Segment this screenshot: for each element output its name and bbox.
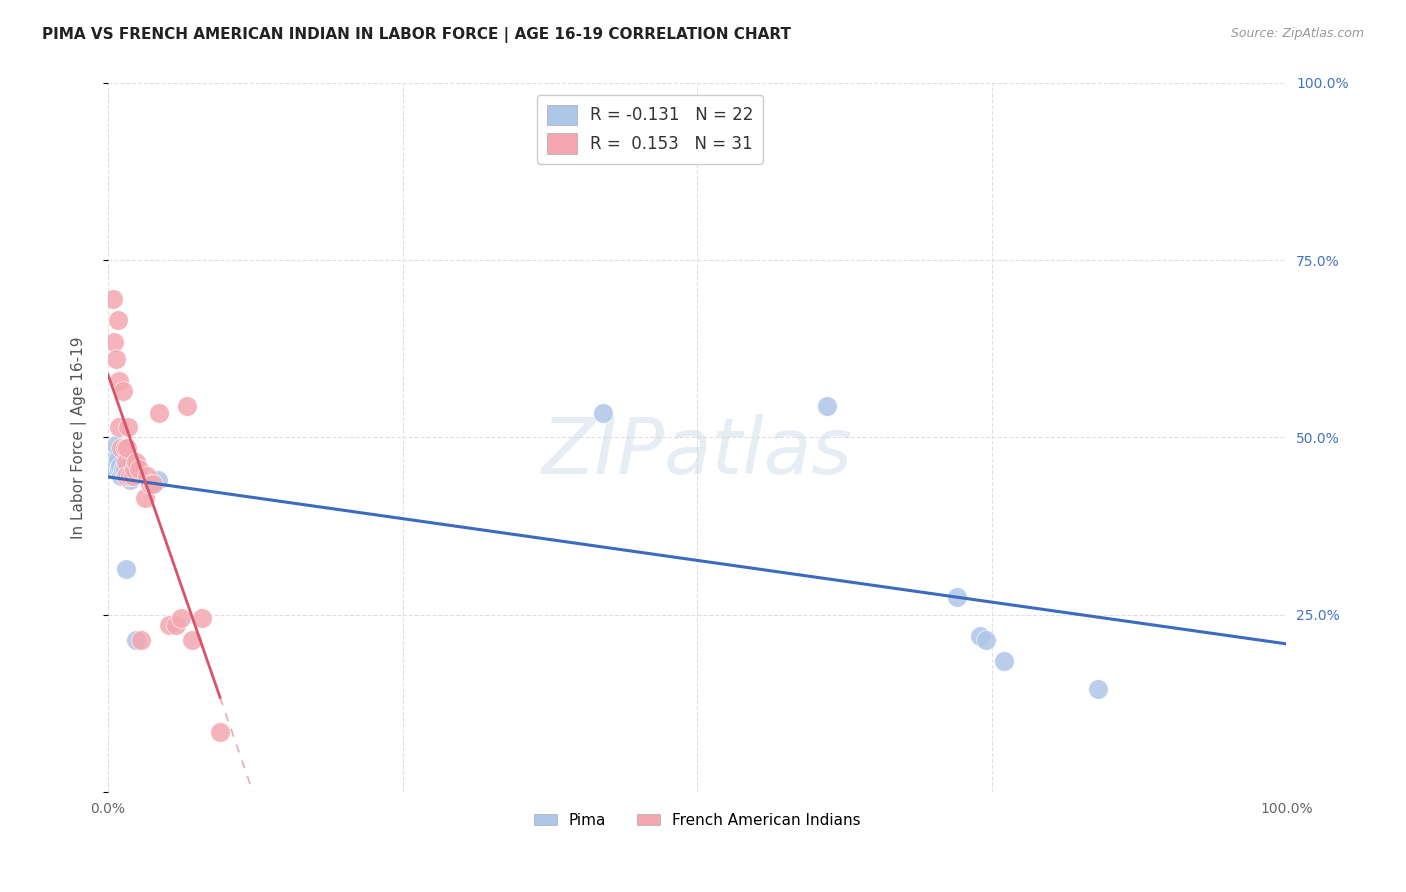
Point — [107, 451, 129, 466]
Point — [969, 629, 991, 643]
Point — [121, 469, 143, 483]
Y-axis label: In Labor Force | Age 16-19: In Labor Force | Age 16-19 — [72, 336, 87, 539]
Point — [112, 462, 135, 476]
Point — [117, 419, 139, 434]
Point — [128, 462, 150, 476]
Point — [157, 618, 180, 632]
Point — [112, 384, 135, 399]
Point — [136, 469, 159, 483]
Point — [125, 455, 148, 469]
Point — [114, 441, 136, 455]
Point — [105, 437, 128, 451]
Point — [191, 611, 214, 625]
Point — [1087, 682, 1109, 697]
Point — [134, 491, 156, 505]
Point — [115, 441, 138, 455]
Point — [176, 399, 198, 413]
Point — [974, 632, 997, 647]
Point — [122, 462, 145, 476]
Point — [114, 455, 136, 469]
Point — [592, 406, 614, 420]
Point — [108, 458, 131, 473]
Point — [139, 476, 162, 491]
Text: PIMA VS FRENCH AMERICAN INDIAN IN LABOR FORCE | AGE 16-19 CORRELATION CHART: PIMA VS FRENCH AMERICAN INDIAN IN LABOR … — [42, 27, 792, 43]
Point — [107, 419, 129, 434]
Point — [815, 399, 838, 413]
Point — [105, 352, 128, 367]
Point — [107, 313, 129, 327]
Point — [146, 473, 169, 487]
Point — [120, 469, 142, 483]
Point — [101, 292, 124, 306]
Point — [125, 632, 148, 647]
Point — [110, 441, 132, 455]
Point — [122, 462, 145, 476]
Point — [129, 632, 152, 647]
Point — [104, 451, 127, 466]
Point — [945, 590, 967, 604]
Point — [101, 462, 124, 476]
Point — [170, 611, 193, 625]
Point — [993, 654, 1015, 668]
Point — [107, 462, 129, 476]
Point — [110, 469, 132, 483]
Legend: Pima, French American Indians: Pima, French American Indians — [527, 806, 868, 834]
Point — [114, 561, 136, 575]
Point — [117, 469, 139, 483]
Point — [114, 462, 136, 476]
Point — [208, 724, 231, 739]
Text: Source: ZipAtlas.com: Source: ZipAtlas.com — [1230, 27, 1364, 40]
Point — [107, 374, 129, 388]
Point — [165, 618, 187, 632]
Text: ZIPatlas: ZIPatlas — [541, 414, 852, 490]
Point — [114, 469, 136, 483]
Point — [142, 476, 165, 491]
Point — [120, 473, 142, 487]
Point — [103, 334, 125, 349]
Point — [180, 632, 202, 647]
Point — [148, 406, 170, 420]
